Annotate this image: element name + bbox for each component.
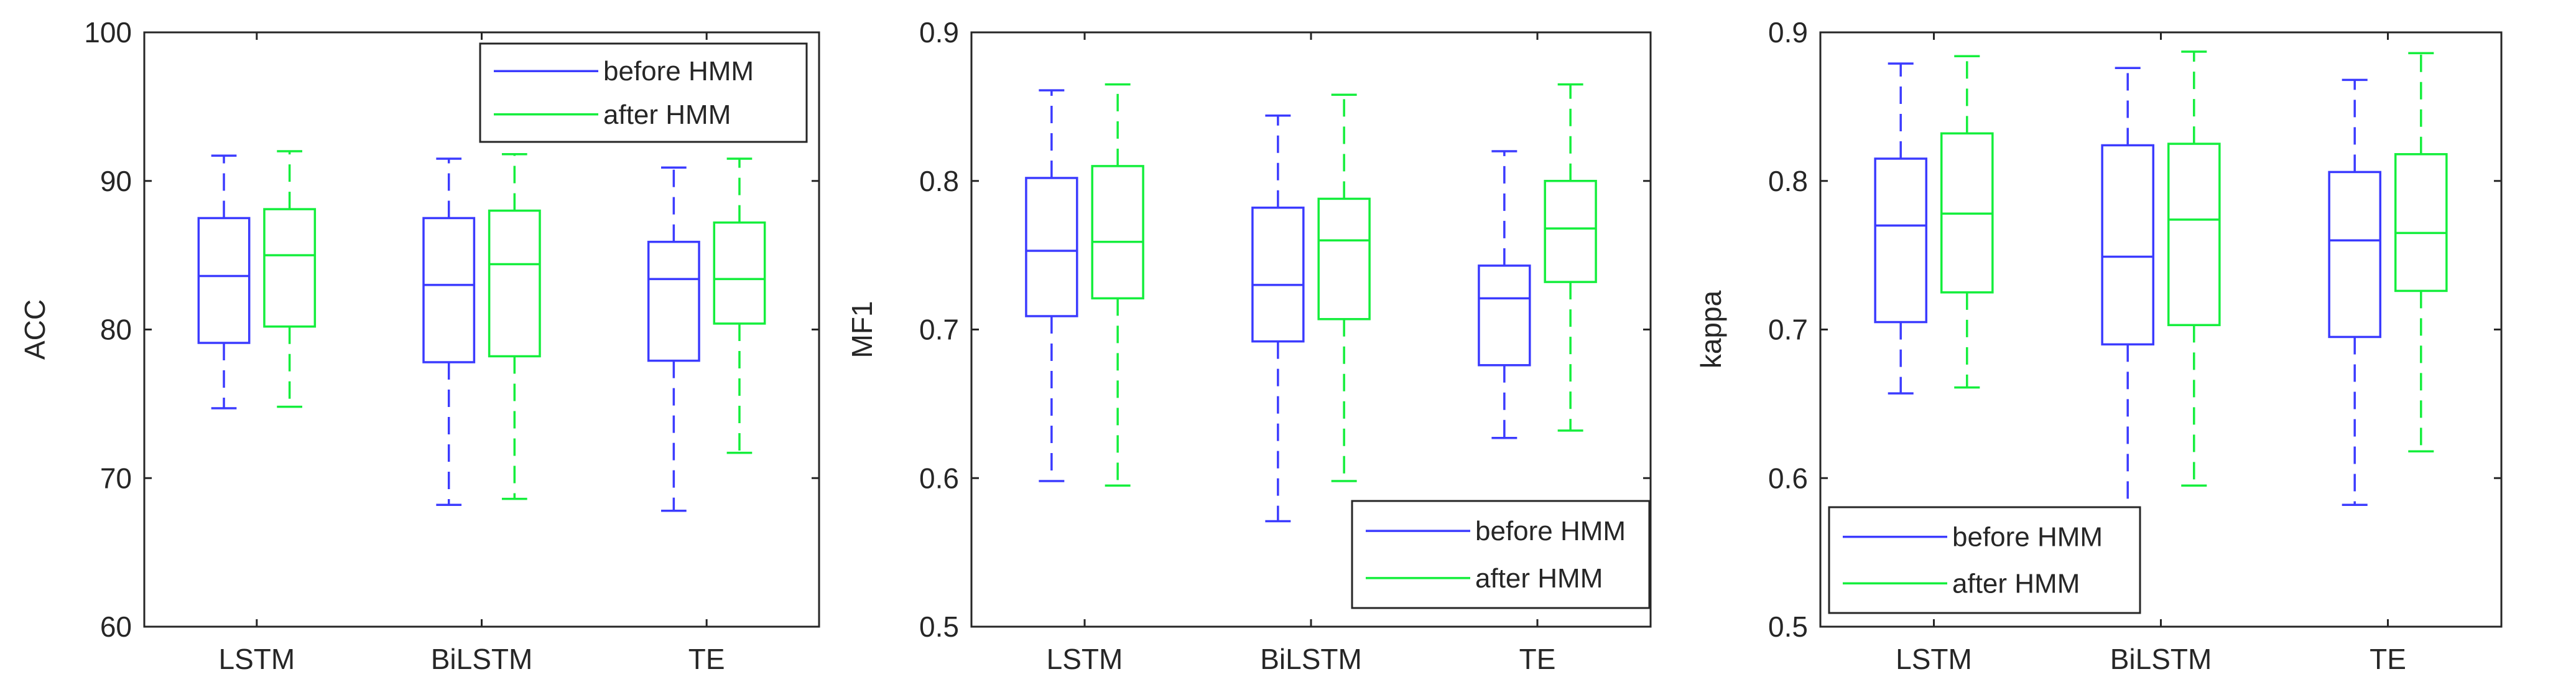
x-tick-label-bilstm: BiLSTM [1260, 643, 1362, 675]
legend-box [479, 42, 808, 143]
x-tick-label-te: TE [1519, 643, 1556, 675]
chart-panel-1: 60 70 80 90 100 ACC LSTM BiLSTM TE before HMM afte… [19, 16, 820, 675]
y-axis-label: ACC [19, 299, 51, 360]
box-before-hmm-lstm [1874, 62, 1928, 395]
iqr-box [1317, 197, 1371, 320]
legend-label-1: before HMM [1952, 522, 2103, 553]
legend: before HMM after HMM [1828, 506, 2141, 614]
chart-panel-3: 0.5 0.6 0.7 0.8 0.9 kappa LSTM BiLSTM TE before H… [1695, 16, 2503, 675]
box-before-hmm-te [1478, 150, 1531, 439]
y-tick-label: 0.7 [1768, 314, 1808, 346]
y-axis-label: MF1 [846, 301, 878, 358]
iqr-box [1544, 180, 1597, 283]
legend-label-2: after HMM [1952, 568, 2080, 599]
box-before-hmm-lstm [1025, 89, 1078, 482]
x-tick-label-te: TE [2370, 643, 2406, 675]
legend-box [1828, 506, 2141, 614]
box-before-hmm-te [2328, 78, 2382, 506]
box-after-hmm-bilstm [2167, 50, 2221, 487]
iqr-box [197, 217, 251, 344]
x-tick-label-bilstm: BiLSTM [431, 643, 533, 675]
legend: before HMM after HMM [1351, 500, 1651, 609]
y-tick-label: 90 [100, 165, 132, 197]
x-tick-label-lstm: LSTM [1047, 643, 1123, 675]
legend-label-2: after HMM [1475, 563, 1603, 594]
iqr-box [2328, 171, 2382, 339]
box-after-hmm-lstm [1940, 55, 1994, 389]
box-after-hmm-te [713, 157, 766, 454]
y-tick-label: 0.8 [919, 165, 959, 197]
x-tick-label-bilstm: BiLSTM [2110, 643, 2212, 675]
iqr-box [2101, 144, 2155, 346]
legend-label-2: after HMM [603, 100, 731, 130]
legend: before HMM after HMM [479, 42, 808, 143]
iqr-box [488, 209, 541, 358]
iqr-box [263, 208, 317, 328]
iqr-box [422, 217, 476, 363]
box-before-hmm-bilstm [2101, 67, 2155, 512]
y-tick-label: 80 [100, 314, 132, 346]
box-after-hmm-te [2394, 52, 2448, 453]
y-tick-label: 100 [84, 16, 132, 49]
iqr-box [2167, 143, 2221, 327]
x-tick-label-lstm: LSTM [218, 643, 295, 675]
legend-label-1: before HMM [1475, 516, 1626, 546]
box-before-hmm-te [647, 166, 700, 512]
box-after-hmm-bilstm [1317, 93, 1371, 482]
box-after-hmm-lstm [1091, 83, 1144, 487]
y-axis-label: kappa [1695, 290, 1727, 368]
y-tick-label: 70 [100, 462, 132, 494]
iqr-box [2394, 153, 2448, 292]
box-after-hmm-lstm [263, 150, 317, 408]
box-after-hmm-bilstm [488, 153, 541, 500]
iqr-box [713, 221, 766, 325]
y-tick-label: 0.9 [919, 16, 959, 49]
y-tick-label: 0.5 [1768, 610, 1808, 643]
box-after-hmm-te [1544, 83, 1597, 432]
box-before-hmm-bilstm [422, 157, 476, 506]
iqr-box [1478, 264, 1531, 367]
chart-panel-2: 0.5 0.6 0.7 0.8 0.9 MF1 LSTM BiLSTM TE before HMM… [846, 16, 1652, 675]
x-tick-label-lstm: LSTM [1896, 643, 1972, 675]
y-tick-label: 0.6 [1768, 462, 1808, 494]
legend-label-1: before HMM [603, 56, 754, 87]
iqr-box [1874, 157, 1928, 324]
legend-box [1351, 500, 1651, 609]
y-tick-label: 0.6 [919, 462, 959, 494]
y-tick-label: 0.8 [1768, 165, 1808, 197]
y-tick-label: 0.7 [919, 314, 959, 346]
box-before-hmm-bilstm [1251, 114, 1305, 523]
box-before-hmm-lstm [197, 154, 251, 409]
x-tick-label-te: TE [688, 643, 725, 675]
iqr-box [1251, 206, 1305, 343]
iqr-box [1091, 165, 1144, 300]
iqr-box [1025, 177, 1078, 317]
iqr-box [647, 240, 700, 362]
y-tick-label: 0.5 [919, 610, 959, 643]
y-tick-label: 0.9 [1768, 16, 1808, 49]
y-tick-label: 60 [100, 610, 132, 643]
